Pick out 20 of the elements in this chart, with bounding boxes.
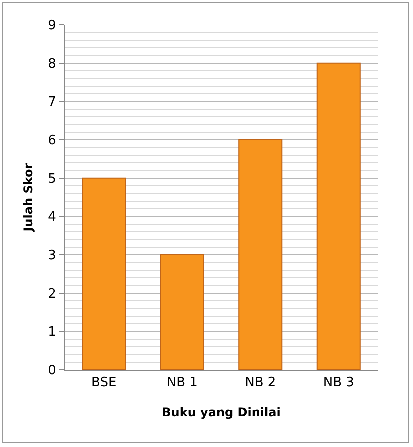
bar xyxy=(238,140,283,370)
y-tick-label: 0 xyxy=(48,364,56,379)
y-tick-label: 9 xyxy=(48,18,56,34)
y-tick-label: 7 xyxy=(48,95,56,110)
y-tick-label: 3 xyxy=(48,248,56,264)
x-tick-label: NB 2 xyxy=(245,376,276,391)
bar xyxy=(160,254,204,370)
y-axis-title: Julah Skor xyxy=(21,163,36,233)
bar xyxy=(316,62,361,370)
y-tick-label: 6 xyxy=(48,134,56,149)
y-tick-label: 8 xyxy=(48,56,56,72)
y-tick-label: 2 xyxy=(48,286,56,302)
x-tick-label: NB 3 xyxy=(323,376,354,391)
y-tick-label: 4 xyxy=(48,210,56,226)
x-axis-title: Buku yang Dinilai xyxy=(162,406,281,420)
x-tick-label: BSE xyxy=(92,376,117,391)
x-tick-label: NB 1 xyxy=(166,376,198,391)
bar xyxy=(82,178,126,370)
y-tick-label: 5 xyxy=(48,172,56,187)
y-tick-label: 1 xyxy=(48,325,56,340)
